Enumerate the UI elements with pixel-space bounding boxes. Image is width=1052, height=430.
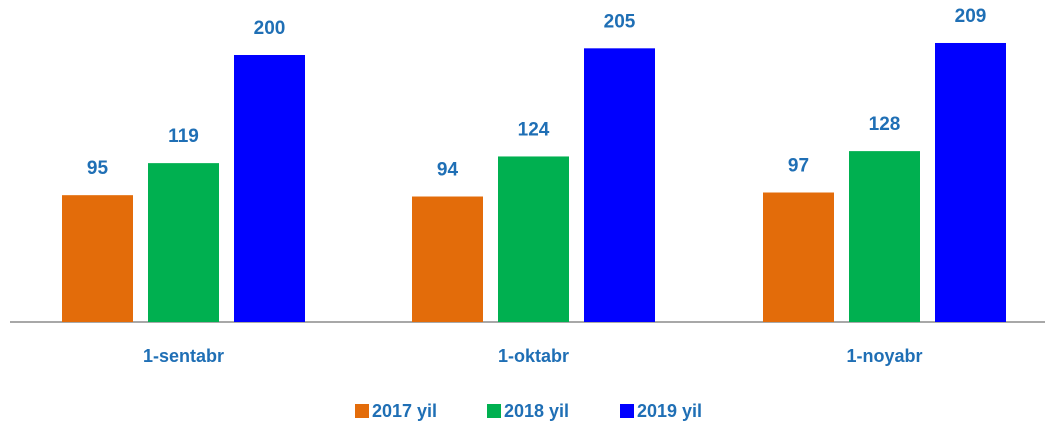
value-label: 95: [87, 158, 109, 179]
legend-label: 2017 yil: [372, 401, 437, 421]
value-label: 128: [869, 114, 901, 135]
bar: [148, 163, 219, 322]
value-label: 97: [788, 156, 809, 177]
bar: [584, 48, 655, 322]
value-label: 205: [604, 11, 636, 32]
value-label: 200: [254, 18, 286, 39]
legend-label: 2018 yil: [504, 401, 569, 421]
legend-swatch: [487, 404, 501, 418]
bar: [498, 156, 569, 322]
bar: [412, 196, 483, 322]
bar: [234, 55, 305, 322]
x-tick-label: 1-oktabr: [498, 346, 569, 366]
value-label: 209: [955, 6, 987, 27]
legend-swatch: [355, 404, 369, 418]
bar: [849, 151, 920, 322]
x-tick-label: 1-noyabr: [846, 346, 922, 366]
value-label: 119: [168, 126, 199, 147]
legend-label: 2019 yil: [637, 401, 702, 421]
bar: [763, 192, 834, 322]
bar: [62, 195, 133, 322]
legend-swatch: [620, 404, 634, 418]
value-label: 124: [518, 119, 550, 140]
bar: [935, 42, 1006, 323]
value-label: 94: [437, 160, 459, 181]
x-tick-label: 1-sentabr: [143, 346, 224, 366]
